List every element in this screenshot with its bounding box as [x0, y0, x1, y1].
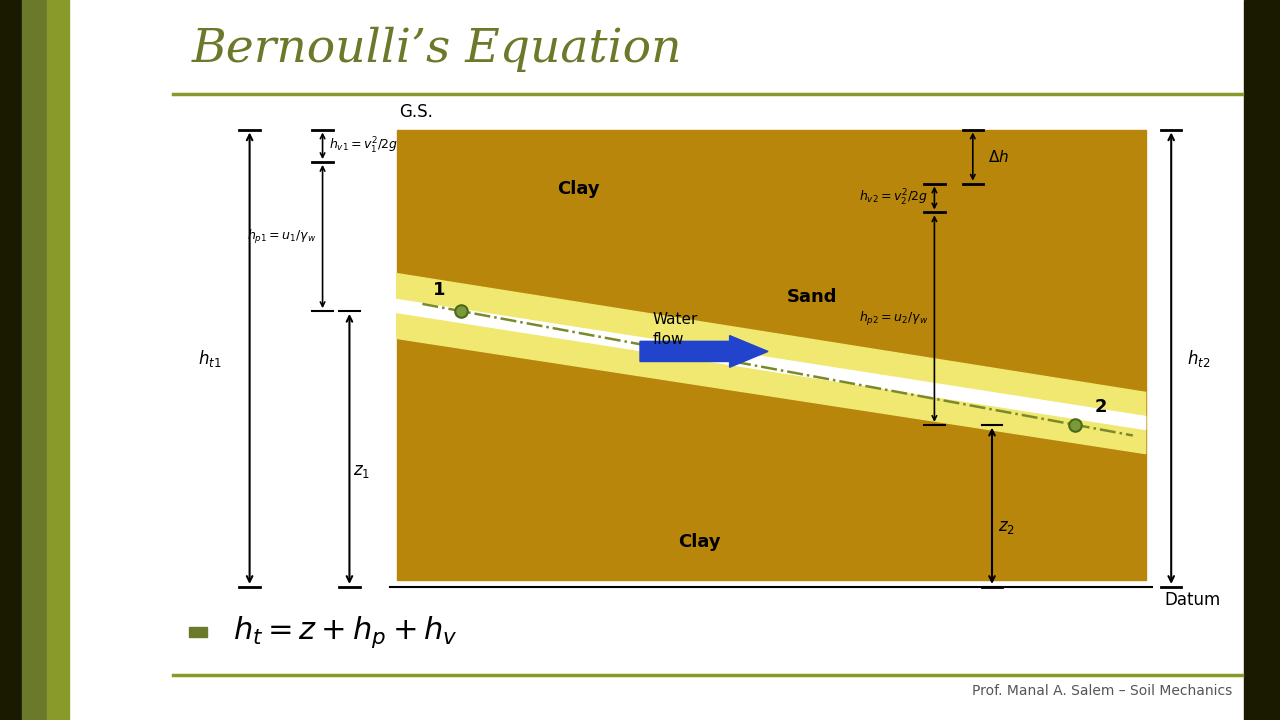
- Text: $z_1$: $z_1$: [353, 462, 370, 480]
- Bar: [397, 130, 1146, 580]
- Polygon shape: [397, 300, 1146, 429]
- Bar: [0, 0, 22, 720]
- Text: $h_{p2}=u_2/\gamma_w$: $h_{p2}=u_2/\gamma_w$: [859, 310, 928, 328]
- Text: G.S.: G.S.: [399, 103, 433, 121]
- Bar: [47, 0, 69, 720]
- Bar: [22, 0, 47, 720]
- Text: flow: flow: [653, 332, 685, 347]
- Bar: [1244, 0, 1280, 720]
- FancyArrow shape: [640, 336, 768, 367]
- Text: $h_{v1}=v_1^2/2g$: $h_{v1}=v_1^2/2g$: [329, 136, 398, 156]
- Text: 2: 2: [1094, 398, 1107, 416]
- Text: Bernoulli’s Equation: Bernoulli’s Equation: [192, 27, 682, 72]
- Text: $h_{t2}$: $h_{t2}$: [1187, 348, 1210, 369]
- Text: Prof. Manal A. Salem – Soil Mechanics: Prof. Manal A. Salem – Soil Mechanics: [973, 684, 1233, 698]
- Text: $z_2$: $z_2$: [998, 518, 1015, 536]
- Text: Clay: Clay: [557, 181, 599, 199]
- Text: $h_{v2}=v_2^2/2g$: $h_{v2}=v_2^2/2g$: [859, 188, 928, 208]
- Text: $\Delta h$: $\Delta h$: [988, 148, 1009, 165]
- Text: $h_t = z + h_p + h_v$: $h_t = z + h_p + h_v$: [233, 614, 458, 650]
- Text: $h_{p1}=u_1/\gamma_w$: $h_{p1}=u_1/\gamma_w$: [247, 228, 316, 246]
- Text: Water: Water: [653, 312, 698, 327]
- Bar: [189, 627, 207, 637]
- Text: 1: 1: [433, 282, 445, 300]
- Polygon shape: [397, 274, 1146, 454]
- Text: Datum: Datum: [1165, 591, 1221, 609]
- Text: Clay: Clay: [678, 534, 721, 552]
- Text: Sand: Sand: [787, 289, 837, 307]
- Text: $h_{t1}$: $h_{t1}$: [198, 348, 221, 369]
